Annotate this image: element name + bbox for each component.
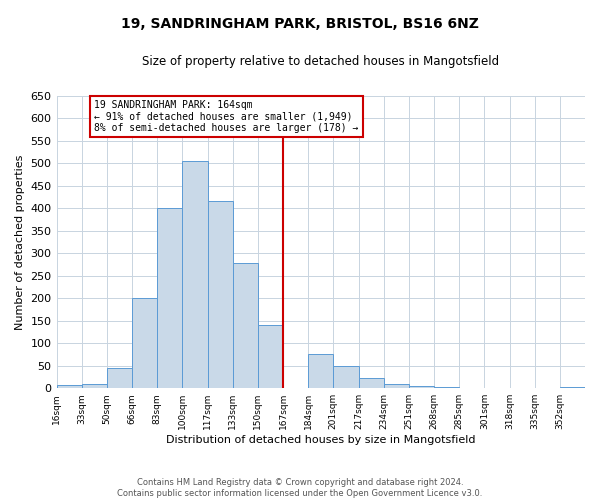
Bar bbox=[560, 387, 585, 388]
Bar bbox=[56, 384, 82, 388]
Bar bbox=[258, 325, 283, 388]
Bar bbox=[334, 366, 359, 388]
Text: 19 SANDRINGHAM PARK: 164sqm
← 91% of detached houses are smaller (1,949)
8% of s: 19 SANDRINGHAM PARK: 164sqm ← 91% of det… bbox=[94, 100, 359, 134]
Text: Contains HM Land Registry data © Crown copyright and database right 2024.
Contai: Contains HM Land Registry data © Crown c… bbox=[118, 478, 482, 498]
Bar bbox=[308, 354, 334, 388]
Bar bbox=[208, 202, 233, 388]
Bar bbox=[359, 378, 383, 388]
Bar bbox=[107, 368, 132, 388]
Y-axis label: Number of detached properties: Number of detached properties bbox=[15, 154, 25, 330]
Bar bbox=[233, 263, 258, 388]
Bar bbox=[409, 386, 434, 388]
Title: Size of property relative to detached houses in Mangotsfield: Size of property relative to detached ho… bbox=[142, 55, 499, 68]
Bar bbox=[132, 298, 157, 388]
Bar bbox=[157, 208, 182, 388]
Bar bbox=[182, 161, 208, 388]
X-axis label: Distribution of detached houses by size in Mangotsfield: Distribution of detached houses by size … bbox=[166, 435, 476, 445]
Text: 19, SANDRINGHAM PARK, BRISTOL, BS16 6NZ: 19, SANDRINGHAM PARK, BRISTOL, BS16 6NZ bbox=[121, 18, 479, 32]
Bar bbox=[82, 384, 107, 388]
Bar bbox=[383, 384, 409, 388]
